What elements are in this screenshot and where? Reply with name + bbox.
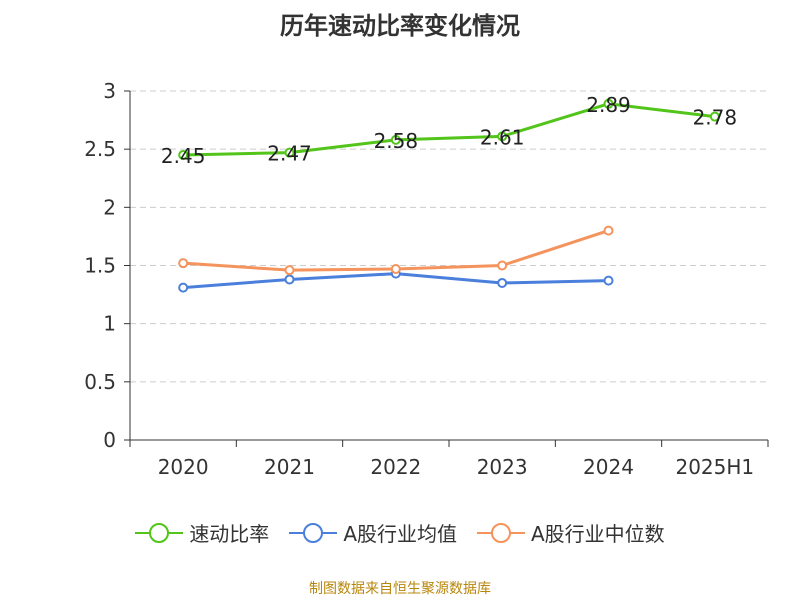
data-point-industry-median [178,258,189,269]
data-label: 2.45 [161,144,206,168]
series-group [178,98,720,293]
data-point-industry-median [284,265,295,276]
data-point-industry-median [603,225,614,236]
legend-label-industry-median: A股行业中位数 [531,522,665,546]
legend-swatch-quick-ratio [135,522,184,543]
x-tick-label: 2022 [370,455,421,479]
data-labels: 2.45 2.47 2.58 2.61 2.89 2.78 [161,93,737,168]
data-point-industry-mean [603,275,614,286]
data-point-industry-median [497,260,508,271]
legend-label-quick-ratio: 速动比率 [189,522,270,546]
y-tick-label: 2 [103,195,116,219]
x-tick-label: 2024 [583,455,634,479]
data-point-quick-ratio [178,149,189,160]
legend-item-industry-median[interactable]: A股行业中位数 [477,518,665,547]
y-tick-label: 2.5 [84,137,116,161]
legend-swatch-industry-median [477,522,525,543]
legend-label-industry-mean: A股行业均值 [343,522,457,546]
y-tick-label: 0 [103,428,116,452]
data-point-quick-ratio [497,131,508,142]
y-tick-label: 3 [103,79,116,103]
y-tick-label: 0.5 [84,370,116,394]
data-point-quick-ratio [390,134,401,145]
data-label: 2.58 [374,129,419,153]
legend-swatch-industry-mean [289,522,338,543]
data-label: 2.61 [480,125,525,149]
data-point-industry-median [390,263,401,274]
legend: 速动比率 A股行业均值 A股行业中位数 [0,518,800,547]
x-tick-label: 2023 [477,455,528,479]
data-point-quick-ratio [603,98,614,109]
data-point-quick-ratio [709,111,720,122]
data-label: 2.47 [267,142,312,166]
x-tick-label: 2021 [264,455,315,479]
chart-title: 历年速动比率变化情况 [280,12,520,40]
series-line-quick-ratio [181,102,717,157]
data-label: 2.78 [693,106,738,130]
y-tick-label: 1 [103,312,116,336]
data-point-industry-mean [497,277,508,288]
x-tick-label: 2025H1 [675,455,754,479]
legend-item-quick-ratio[interactable]: 速动比率 [135,518,269,547]
data-point-quick-ratio [284,147,295,158]
axes: 0 0.5 1 1.5 2 2.5 3 2020 2021 2022 2023 2024 2025H1 [84,79,769,479]
x-tick-label: 2020 [158,455,209,479]
grid-lines [130,90,768,383]
source-note: 制图数据来自恒生聚源数据库 [309,581,491,597]
legend-item-industry-mean[interactable]: A股行业均值 [289,518,457,547]
data-label: 2.89 [586,93,631,117]
data-point-industry-mean [178,282,189,293]
data-point-industry-mean [284,274,295,285]
y-tick-label: 1.5 [84,254,116,278]
